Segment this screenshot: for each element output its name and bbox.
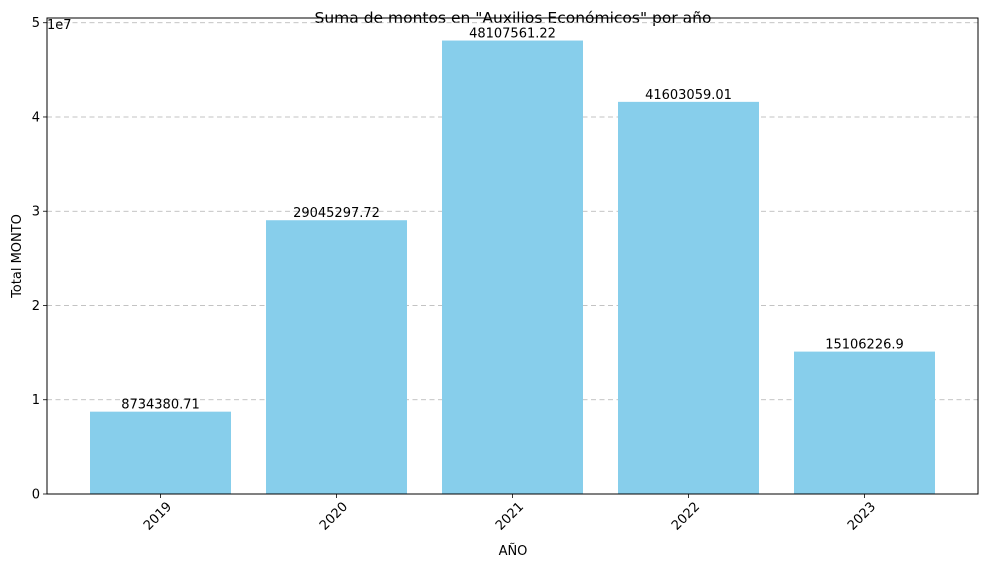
bar-2021 (442, 40, 583, 495)
data-label-2022: 41603059.01 (645, 88, 732, 103)
data-label-2020: 29045297.72 (293, 206, 380, 221)
y-axis-ticks: 0 1 2 3 4 5 (32, 16, 47, 503)
x-axis-title: AÑO (499, 543, 528, 559)
y-axis-title: Total MONTO (10, 214, 25, 299)
bar-2023 (794, 351, 935, 494)
y-offset-text: 1e7 (47, 18, 72, 33)
data-label-2019: 8734380.71 (121, 398, 200, 413)
bar-2019 (90, 411, 231, 494)
bars (90, 40, 935, 495)
x-tick-label: 2019 (141, 500, 175, 534)
y-tick-label: 5 (32, 16, 40, 31)
data-labels: 8734380.71 29045297.72 48107561.22 41603059… (121, 27, 904, 413)
x-tick-label: 2020 (317, 500, 351, 534)
y-tick-label: 0 (32, 488, 40, 503)
data-label-2021: 48107561.22 (469, 27, 556, 42)
bar-2022 (618, 101, 759, 494)
y-tick-label: 1 (32, 393, 40, 408)
y-tick-label: 4 (32, 110, 40, 125)
data-label-2023: 15106226.9 (825, 338, 904, 353)
x-tick-label: 2022 (669, 500, 703, 534)
x-tick-label: 2023 (845, 500, 879, 534)
x-axis-ticks: 2019 2020 2021 2022 2023 (141, 494, 879, 534)
bar-2020 (266, 220, 407, 494)
x-tick-label: 2021 (493, 500, 527, 534)
y-tick-label: 3 (32, 205, 40, 220)
y-tick-label: 2 (32, 299, 40, 314)
